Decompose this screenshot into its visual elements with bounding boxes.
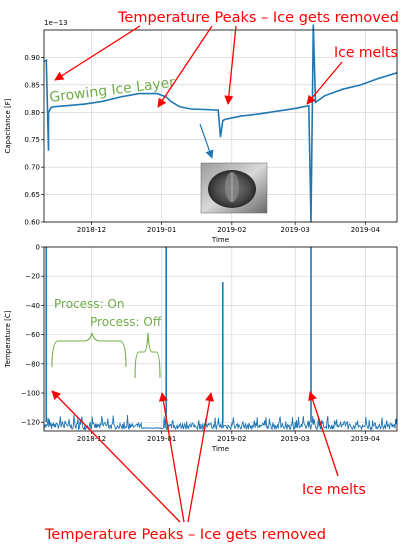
capacitance-plot-area bbox=[43, 24, 398, 223]
x-tick-label: 2019-02 bbox=[217, 226, 246, 234]
growing-ice-text: Growing Ice Layer bbox=[49, 75, 177, 106]
bottom-arrow-2 bbox=[158, 392, 185, 523]
capacitance-series-line bbox=[43, 24, 398, 223]
capacitance-y-ticks: 0.60 0.65 0.70 0.75 0.80 0.85 0.90 bbox=[24, 54, 44, 227]
y-tick-label: 0.80 bbox=[24, 109, 40, 117]
y-tick-label: −80 bbox=[25, 360, 40, 368]
x-tick-label: 2019-04 bbox=[351, 226, 381, 234]
ice-layer-photo bbox=[200, 162, 268, 214]
temperature-series-line bbox=[43, 414, 398, 432]
x-tick-label: 2019-03 bbox=[281, 435, 310, 443]
y-tick-label: −40 bbox=[25, 302, 40, 310]
ice-melts-top-arrow bbox=[306, 61, 343, 105]
temperature-y-ticks: 0 −20 −40 −60 −80 −100 −120 bbox=[21, 244, 44, 427]
capacitance-y-offset-label: 1e−13 bbox=[44, 19, 68, 27]
ice-melts-bottom-text: Ice melts bbox=[302, 482, 366, 498]
y-tick-label: −60 bbox=[25, 331, 40, 339]
temperature-y-axis-label: Temperature [C] bbox=[4, 310, 12, 368]
bottom-callout-arrows bbox=[51, 390, 215, 523]
process-on-brace bbox=[51, 332, 127, 368]
top-callout-text: Temperature Peaks – Ice gets removed bbox=[117, 10, 399, 26]
x-tick-label: 2018-12 bbox=[77, 226, 106, 234]
capacitance-x-axis-label: Time bbox=[211, 236, 229, 244]
photo-pointer-arrow bbox=[199, 123, 214, 159]
top-callout-arrows bbox=[54, 25, 237, 108]
process-off-text: Process: Off bbox=[90, 315, 162, 329]
bottom-arrow-3 bbox=[187, 392, 215, 523]
y-tick-label: 0.70 bbox=[24, 164, 40, 172]
x-tick-label: 2019-03 bbox=[281, 226, 310, 234]
capacitance-y-axis-label: Capacitance [F] bbox=[4, 98, 12, 153]
temperature-plot-area bbox=[43, 247, 398, 432]
top-arrow-3 bbox=[224, 25, 237, 105]
temperature-plot-frame bbox=[43, 246, 398, 432]
process-off-brace bbox=[134, 332, 161, 379]
top-arrow-2 bbox=[157, 25, 213, 108]
ice-melts-top-text: Ice melts bbox=[334, 45, 398, 61]
y-tick-label: 0.85 bbox=[24, 81, 40, 89]
y-tick-label: 0.65 bbox=[24, 191, 40, 199]
capacitance-x-ticks: 2018-12 2019-01 2019-02 2019-03 2019-04 bbox=[77, 222, 381, 234]
process-on-text: Process: On bbox=[54, 297, 124, 311]
x-tick-label: 2018-12 bbox=[77, 435, 106, 443]
capacitance-plot-frame bbox=[43, 29, 398, 223]
x-tick-label: 2019-04 bbox=[351, 435, 381, 443]
temperature-x-axis-label: Time bbox=[211, 445, 229, 453]
temperature-x-ticks: 2018-12 2019-01 2019-02 2019-03 2019-04 bbox=[77, 431, 381, 443]
top-arrow-1 bbox=[54, 25, 141, 81]
capacitance-chart: 2018-12 2019-01 2019-02 2019-03 2019-04 0.60… bbox=[4, 19, 398, 244]
bottom-callout-text: Temperature Peaks – Ice gets removed bbox=[44, 527, 326, 543]
y-tick-label: 0.90 bbox=[24, 54, 40, 62]
x-tick-label: 2019-01 bbox=[147, 226, 176, 234]
y-tick-label: −120 bbox=[21, 419, 40, 427]
y-tick-label: 0.60 bbox=[24, 219, 40, 227]
bottom-arrow-1 bbox=[51, 390, 181, 523]
y-tick-label: −20 bbox=[25, 273, 40, 281]
temperature-chart: 2018-12 2019-01 2019-02 2019-03 2019-04 0 −20… bbox=[4, 244, 398, 453]
y-tick-label: 0.75 bbox=[24, 136, 40, 144]
y-tick-label: −100 bbox=[21, 390, 40, 398]
x-tick-label: 2019-02 bbox=[217, 435, 246, 443]
x-tick-label: 2019-01 bbox=[147, 435, 176, 443]
y-tick-label: 0 bbox=[36, 244, 40, 252]
ice-melts-bottom-arrow bbox=[308, 391, 339, 477]
temperature-grid bbox=[44, 246, 397, 431]
